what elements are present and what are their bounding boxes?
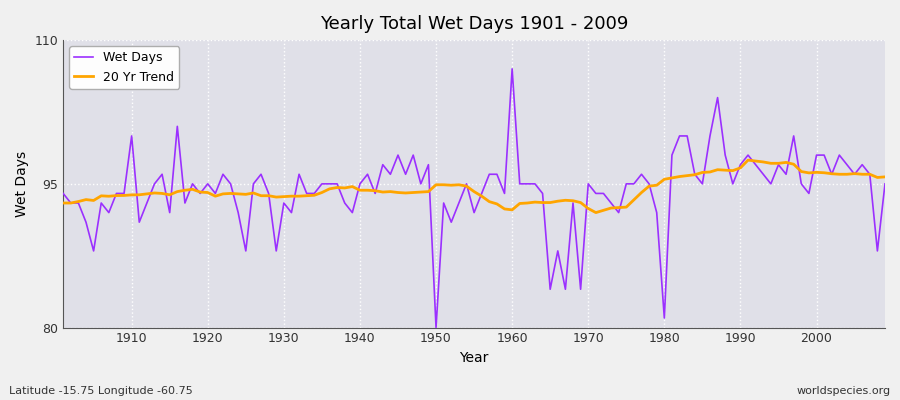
Title: Yearly Total Wet Days 1901 - 2009: Yearly Total Wet Days 1901 - 2009	[320, 15, 628, 33]
Text: worldspecies.org: worldspecies.org	[796, 386, 891, 396]
Wet Days	[514, 182, 525, 186]
Wet Days	[507, 66, 517, 71]
20 Yr Trend	[879, 174, 890, 179]
Wet Days	[613, 210, 624, 215]
20 Yr Trend	[58, 201, 68, 206]
Legend: Wet Days, 20 Yr Trend: Wet Days, 20 Yr Trend	[69, 46, 179, 89]
20 Yr Trend	[119, 193, 130, 198]
Line: Wet Days: Wet Days	[63, 69, 885, 328]
Wet Days	[430, 325, 441, 330]
20 Yr Trend	[332, 185, 343, 190]
Y-axis label: Wet Days: Wet Days	[15, 151, 29, 217]
20 Yr Trend	[606, 206, 616, 210]
Wet Days	[332, 182, 343, 186]
20 Yr Trend	[507, 208, 517, 212]
20 Yr Trend	[500, 206, 510, 211]
Line: 20 Yr Trend: 20 Yr Trend	[63, 160, 885, 212]
Wet Days	[522, 182, 533, 186]
Text: Latitude -15.75 Longitude -60.75: Latitude -15.75 Longitude -60.75	[9, 386, 193, 396]
Wet Days	[119, 191, 130, 196]
20 Yr Trend	[286, 194, 297, 198]
Wet Days	[58, 191, 68, 196]
X-axis label: Year: Year	[459, 351, 489, 365]
20 Yr Trend	[742, 158, 753, 162]
20 Yr Trend	[590, 210, 601, 215]
Wet Days	[286, 210, 297, 215]
Wet Days	[879, 182, 890, 186]
